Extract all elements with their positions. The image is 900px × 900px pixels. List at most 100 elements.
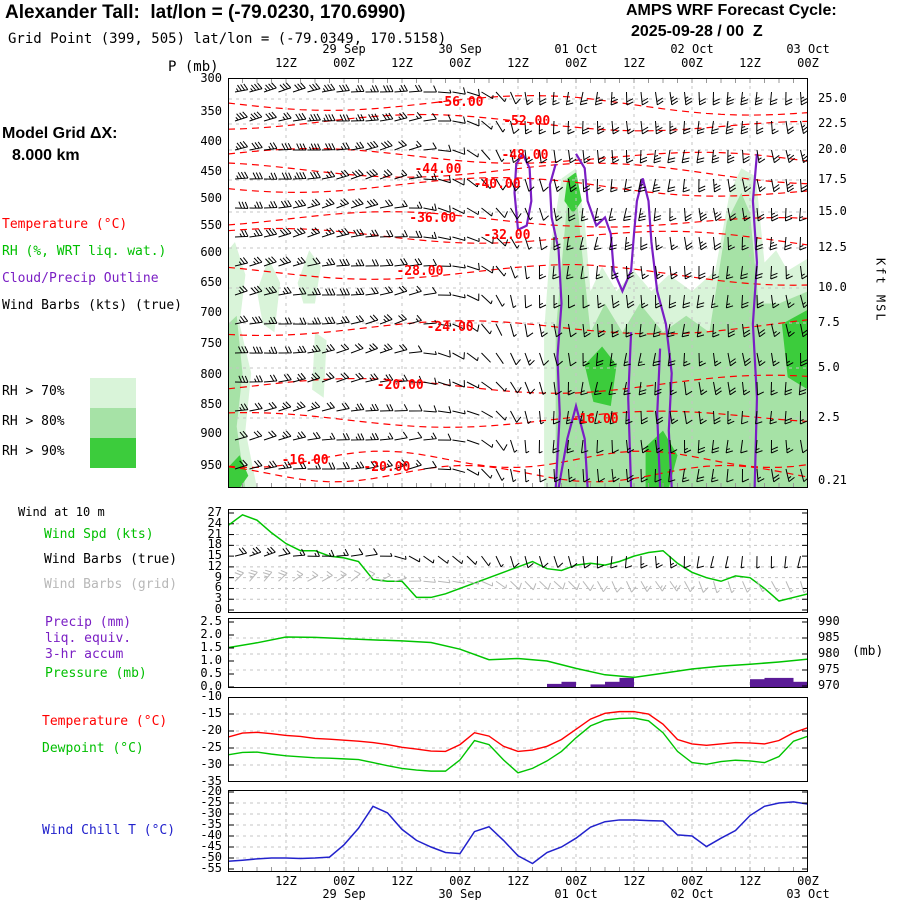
rh80-swatch	[90, 408, 136, 438]
date-tick-top: 29 Sep	[322, 42, 366, 56]
pressure-tick: 400	[200, 134, 222, 148]
date-tick-bottom: 03 Oct	[786, 887, 830, 900]
time-tick-top: 12Z	[275, 56, 297, 70]
wind-ytick: 12	[207, 558, 222, 573]
kft-tick: 7.5	[818, 315, 840, 329]
pressure-tick: 650	[200, 275, 222, 289]
kft-tick: 20.0	[818, 142, 847, 156]
rh90-swatch	[90, 438, 136, 468]
legend-temperature: Temperature (°C)	[2, 217, 128, 232]
pressure-tick: 500	[200, 191, 222, 205]
time-tick-bottom: 00Z	[681, 874, 703, 888]
temp-ytick: -35	[200, 774, 222, 788]
pressure-ytick: 970	[818, 678, 840, 692]
wind-chill-label: Wind Chill T (°C)	[42, 823, 176, 838]
date-tick-top: 03 Oct	[786, 42, 830, 56]
pressure-tick: 700	[200, 305, 222, 319]
contour-label: -16.00	[571, 412, 619, 428]
time-tick-bottom: 12Z	[507, 874, 529, 888]
chill-ytick: -25	[200, 795, 222, 809]
rh80-label: RH > 80%	[2, 414, 65, 429]
legend-cloud-outline: Cloud/Precip Outline	[2, 271, 159, 286]
chill-ytick: -50	[200, 850, 222, 864]
wind-ytick: 21	[207, 526, 222, 541]
temp-ytick: -25	[200, 740, 222, 754]
kft-tick: 12.5	[818, 240, 847, 254]
pressure-tick: 850	[200, 397, 222, 411]
time-tick-top: 00Z	[449, 56, 471, 70]
pressure-ytick: 985	[818, 630, 840, 644]
contour-label: -20.00	[363, 460, 411, 476]
pressure-tick: 450	[200, 164, 222, 178]
contour-label: -36.00	[409, 211, 457, 227]
model-grid-label: Model Grid ΔX:	[2, 125, 118, 142]
date-tick-bottom: 02 Oct	[670, 887, 714, 900]
chill-ytick: -30	[200, 806, 222, 820]
kft-tick: 22.5	[818, 116, 847, 130]
time-tick-bottom: 00Z	[565, 874, 587, 888]
precip-ytick: 0.0	[200, 679, 222, 693]
contour-label: -48.00	[501, 148, 549, 164]
mb-unit-label: (mb)	[852, 644, 884, 659]
wind-ytick: 15	[207, 548, 222, 563]
date-tick-top: 01 Oct	[554, 42, 598, 56]
contour-label: -52.00	[503, 114, 551, 130]
wind-ytick: 9	[214, 569, 222, 584]
time-tick-top: 12Z	[623, 56, 645, 70]
time-tick-bottom: 12Z	[275, 874, 297, 888]
pressure-ytick: 980	[818, 646, 840, 660]
wind-ytick: 24	[207, 515, 222, 530]
time-tick-bottom: 00Z	[449, 874, 471, 888]
date-tick-bottom: 29 Sep	[322, 887, 366, 900]
precip-pressure-chart	[228, 618, 808, 688]
precip-label-2: liq. equiv.	[45, 631, 132, 646]
contour-label: -20.00	[376, 378, 424, 394]
temp-ytick: -20	[200, 723, 222, 737]
temp-dewpoint-chart	[228, 697, 808, 782]
wind-barbs-true-label: Wind Barbs (true)	[44, 552, 178, 567]
time-tick-bottom: 12Z	[391, 874, 413, 888]
wind-ytick: 0	[214, 602, 222, 616]
temp-ytick: -10	[200, 689, 222, 703]
pressure-tick: 550	[200, 218, 222, 232]
pressure-tick: 300	[200, 71, 222, 85]
time-tick-top: 00Z	[681, 56, 703, 70]
pressure-tick: 900	[200, 426, 222, 440]
precip-ytick: 2.5	[200, 614, 222, 628]
kft-tick: 10.0	[818, 280, 847, 294]
precip-ytick: 1.5	[200, 640, 222, 654]
wind10m-chart	[228, 509, 808, 613]
contour-label: -56.00	[436, 95, 484, 111]
temp-ytick: -30	[200, 757, 222, 771]
time-tick-top: 00Z	[333, 56, 355, 70]
precip-ytick: 2.0	[200, 627, 222, 641]
temperature-2m-label: Temperature (°C)	[42, 714, 168, 729]
rh70-swatch	[90, 378, 136, 408]
temp-ytick: -15	[200, 706, 222, 720]
time-tick-top: 12Z	[391, 56, 413, 70]
kft-tick: 0.21	[818, 473, 847, 487]
date-tick-bottom: 30 Sep	[438, 887, 482, 900]
time-tick-bottom: 12Z	[623, 874, 645, 888]
wind-ytick: 27	[207, 505, 222, 519]
upper-air-section-chart	[228, 78, 808, 488]
pressure-tick: 600	[200, 245, 222, 259]
wind-ytick: 6	[214, 580, 222, 595]
grid-point-subtitle: Grid Point (399, 505) lat/lon = (-79.034…	[8, 31, 447, 47]
pressure-axis-title: P (mb)	[168, 59, 219, 75]
time-tick-bottom: 00Z	[797, 874, 819, 888]
wind-chill-chart	[228, 790, 808, 872]
date-tick-top: 30 Sep	[438, 42, 482, 56]
pressure-tick: 350	[200, 104, 222, 118]
time-tick-bottom: 12Z	[739, 874, 761, 888]
date-tick-top: 02 Oct	[670, 42, 714, 56]
chill-ytick: -20	[200, 784, 222, 798]
pressure-ytick: 990	[818, 614, 840, 628]
wind-spd-label: Wind Spd (kts)	[44, 527, 154, 542]
pressure-tick: 750	[200, 336, 222, 350]
dewpoint-label: Dewpoint (°C)	[42, 741, 144, 756]
contour-label: -40.00	[473, 177, 521, 193]
chill-ytick: -45	[200, 839, 222, 853]
precip-label-1: Precip (mm)	[45, 615, 132, 630]
legend-rh: RH (%, WRT liq. wat.)	[2, 244, 167, 259]
